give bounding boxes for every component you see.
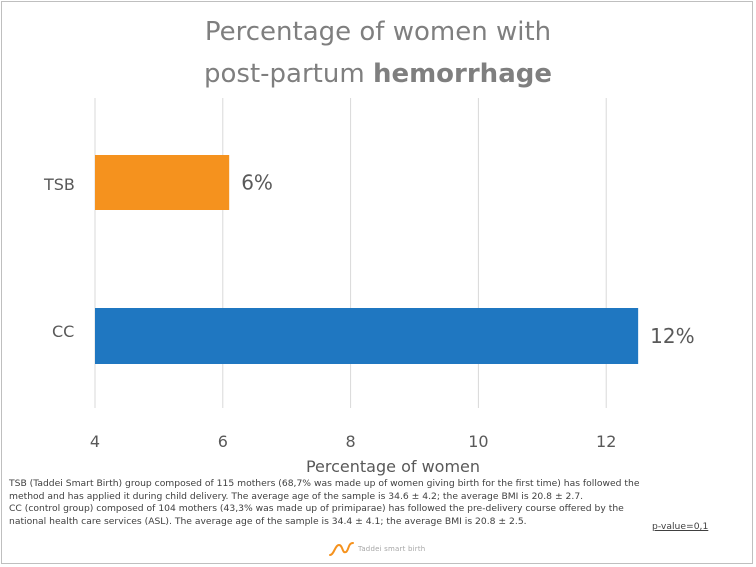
category-label-cc: CC: [52, 322, 75, 341]
footnote-line3: CC (control group) composed of 104 mothe…: [9, 503, 624, 515]
chart-title-prefix: post-partum: [204, 59, 373, 89]
chart-title-line2: post-partum hemorrhage: [0, 56, 756, 92]
chart-title-line1: Percentage of women with: [204, 17, 552, 47]
footnote: TSB (Taddei Smart Birth) group composed …: [9, 478, 729, 528]
chart-title-bold: hemorrhage: [372, 59, 552, 89]
footnote-line2: method and has applied it during child d…: [9, 490, 584, 502]
x-tick-label-0: 4: [90, 432, 100, 451]
logo-wave-icon: [329, 542, 354, 556]
logo: Taddei smart birth: [329, 539, 425, 559]
x-tick-label-2: 8: [346, 432, 356, 451]
footnote-line4: national health care services (ASL). The…: [9, 515, 527, 527]
data-label-cc: 12%: [650, 324, 694, 348]
p-value: p-value=0,1: [652, 521, 709, 532]
x-tick-label-4: 12: [596, 432, 616, 451]
category-label-tsb: TSB: [44, 175, 75, 194]
x-axis-title: Percentage of women: [306, 457, 480, 476]
footnote-line1: TSB (Taddei Smart Birth) group composed …: [9, 478, 640, 489]
x-tick-label-1: 6: [218, 432, 228, 451]
data-label-tsb: 6%: [241, 171, 273, 195]
x-tick-label-3: 10: [468, 432, 488, 451]
bar-tsb: [95, 155, 230, 210]
bar-cc: [95, 308, 639, 364]
logo-text: Taddei smart birth: [358, 545, 426, 553]
